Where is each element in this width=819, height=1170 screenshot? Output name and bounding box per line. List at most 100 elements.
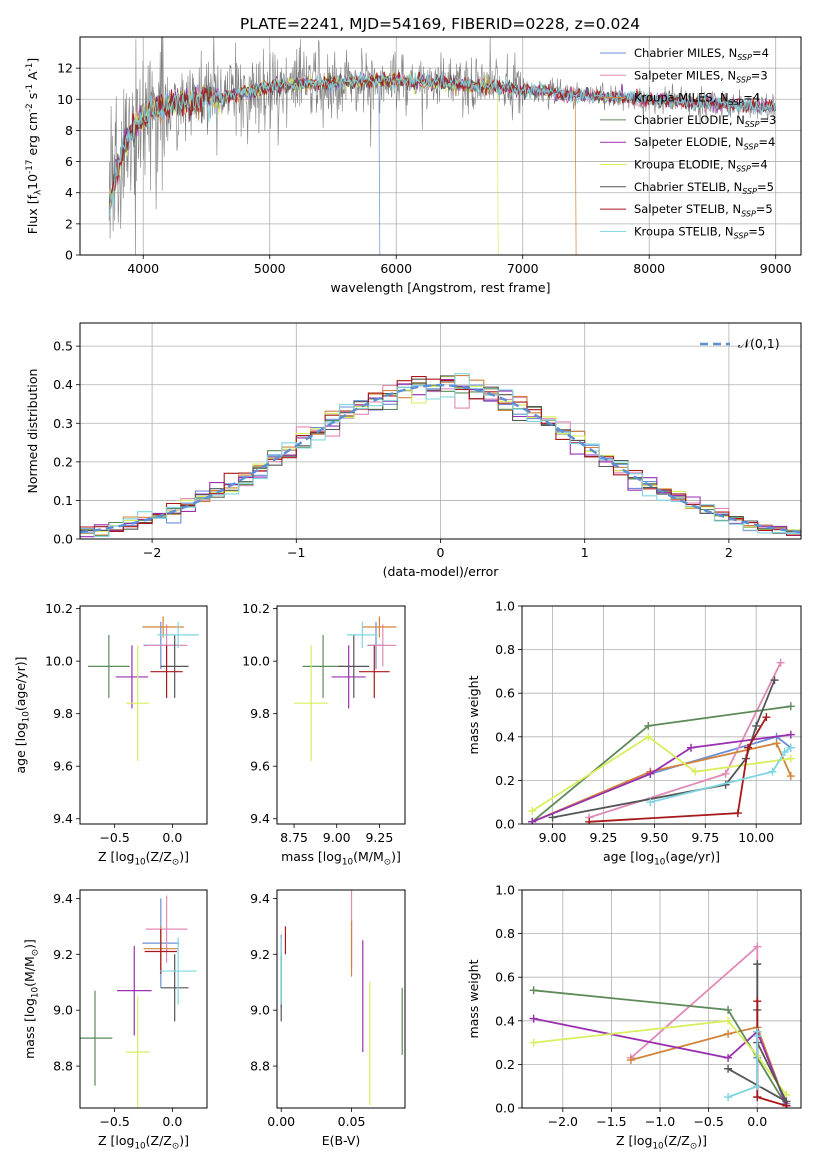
weight-marker <box>626 1056 635 1065</box>
x-tick-label: 5000 <box>254 261 286 276</box>
legend-label: Kroupa MILES, NSSP=4 <box>634 91 760 107</box>
y-tick-label: 0.6 <box>495 970 515 985</box>
weight-marker <box>529 986 538 995</box>
weight-marker <box>780 748 789 757</box>
x-tick-label: 8000 <box>633 261 665 276</box>
weight-marker <box>548 813 557 822</box>
weight-line <box>650 746 792 804</box>
weight-marker <box>528 806 537 815</box>
x-tick-label: 6000 <box>380 261 412 276</box>
x-tick-label: 0.0 <box>162 1114 182 1129</box>
y-tick-label: 9.4 <box>250 891 270 906</box>
x-axis-label: wavelength [Angstrom, rest frame] <box>330 280 550 295</box>
axes-age-vs-mass: 8.75 9.00 9.25 9.4 9.6 9.8 10.0 10.2 mass [log10… <box>242 601 406 868</box>
y-tick-label: 9.2 <box>53 947 73 962</box>
y-tick-label: 9.4 <box>53 811 73 826</box>
weight-marker <box>772 739 781 748</box>
plot-area <box>80 37 801 255</box>
axes-weight-vs-Z: −2.0 −1.5 −1.0 −0.5 0.0 0.0 0.2 0.4 0.6 0.8 1.0 Z [… <box>466 883 802 1152</box>
y-tick-label: 0.2 <box>53 454 73 469</box>
x-tick-label: −0.5 <box>99 1114 129 1129</box>
x-tick-label: 0.0 <box>162 830 182 845</box>
x-tick-label: 9.25 <box>365 830 393 845</box>
y-tick-label: 9.8 <box>53 706 73 721</box>
weight-marker <box>724 1029 733 1038</box>
x-axis-label: (data-model)/error <box>383 564 500 579</box>
y-tick-label: 8 <box>65 123 73 138</box>
weight-marker <box>753 1027 762 1036</box>
weight-marker <box>687 743 696 752</box>
figure-title: PLATE=2241, MJD=54169, FIBERID=0228, z=0… <box>240 15 640 33</box>
x-tick-label: 4000 <box>127 261 159 276</box>
y-tick-label: 10.2 <box>242 601 270 616</box>
weight-marker <box>691 767 700 776</box>
weight-marker <box>724 1093 733 1102</box>
plot-area <box>522 606 801 824</box>
y-tick-label: 0.4 <box>495 1013 515 1028</box>
legend-label: Salpeter STELIB, NSSP=5 <box>634 202 773 218</box>
plot-area <box>522 890 801 1108</box>
axes-frame <box>79 322 802 540</box>
x-tick-label: 9.00 <box>323 830 351 845</box>
x-axis-label: Z [log10(Z/Z⊙)] <box>616 1133 707 1152</box>
x-axis-label: Z [log10(Z/Z⊙)] <box>98 849 189 868</box>
axes-frame <box>276 605 406 825</box>
y-axis-label: Flux [fλ10-17 erg cm-2 s-1 A-1] <box>25 58 44 235</box>
y-tick-label: 9.4 <box>53 891 73 906</box>
y-tick-label: 0.0 <box>495 817 515 832</box>
y-tick-label: 0.2 <box>495 773 515 788</box>
x-tick-label: −1 <box>287 545 305 560</box>
weight-marker <box>733 809 742 818</box>
weight-marker <box>753 942 762 951</box>
weight-marker <box>786 772 795 781</box>
weight-line <box>589 716 768 823</box>
y-axis-label: mass weight <box>466 959 481 1038</box>
weight-marker <box>753 1093 762 1102</box>
weight-marker <box>753 997 762 1006</box>
axes-weight-vs-age: 9.00 9.25 9.50 9.75 10.00 0.0 0.2 0.4 0.6 0.8 1.0 a… <box>466 599 802 868</box>
y-tick-label: 9.2 <box>250 947 270 962</box>
x-tick-label: 9.00 <box>539 830 567 845</box>
weight-marker <box>762 713 771 722</box>
x-tick-label: 0.00 <box>267 1114 295 1129</box>
y-tick-label: 9.6 <box>53 759 73 774</box>
y-axis-label: Normed distribution <box>25 369 40 494</box>
y-tick-label: 0.6 <box>495 686 515 701</box>
plot-area <box>294 616 397 761</box>
weight-marker <box>528 817 537 824</box>
y-tick-label: 0.4 <box>53 377 73 392</box>
axes-mass-vs-Z: −0.5 0.0 8.8 9.0 9.2 9.4 Z [log10(Z/Z⊙)] mass [… <box>22 889 208 1152</box>
y-tick-label: 1.0 <box>495 883 515 898</box>
weight-marker <box>644 721 653 730</box>
x-tick-label: 9.75 <box>691 830 719 845</box>
weight-marker <box>585 817 594 824</box>
x-tick-label: 8.75 <box>280 830 308 845</box>
x-tick-label: 0.05 <box>338 1114 366 1129</box>
plot-area <box>80 895 197 1108</box>
y-tick-label: 0.8 <box>495 926 515 941</box>
legend-label: Chabrier ELODIE, NSSP=3 <box>634 113 776 129</box>
x-tick-label: 0.0 <box>747 1114 767 1129</box>
x-tick-label: −1.5 <box>596 1114 626 1129</box>
axes-frame <box>276 889 406 1109</box>
legend-label: Kroupa STELIB, NSSP=5 <box>634 224 765 240</box>
weight-marker <box>744 743 753 752</box>
y-tick-label: 9.6 <box>250 759 270 774</box>
weight-marker <box>770 676 779 685</box>
y-tick-label: 0.2 <box>495 1057 515 1072</box>
weight-marker <box>786 702 795 711</box>
x-tick-label: 7000 <box>507 261 539 276</box>
weight-marker <box>786 730 795 739</box>
x-axis-label: Z [log10(Z/Z⊙)] <box>98 1133 189 1152</box>
plot-area <box>88 616 199 761</box>
y-tick-label: 9.8 <box>250 706 270 721</box>
legend-label: Salpeter ELODIE, NSSP=4 <box>634 135 775 151</box>
y-tick-label: 0 <box>65 248 73 263</box>
legend-label: Salpeter MILES, NSSP=3 <box>634 68 768 84</box>
x-tick-label: 9000 <box>760 261 792 276</box>
y-tick-label: 9.4 <box>250 811 270 826</box>
weight-marker <box>529 1038 538 1047</box>
x-tick-label: 9.25 <box>590 830 618 845</box>
weight-line <box>531 733 791 823</box>
